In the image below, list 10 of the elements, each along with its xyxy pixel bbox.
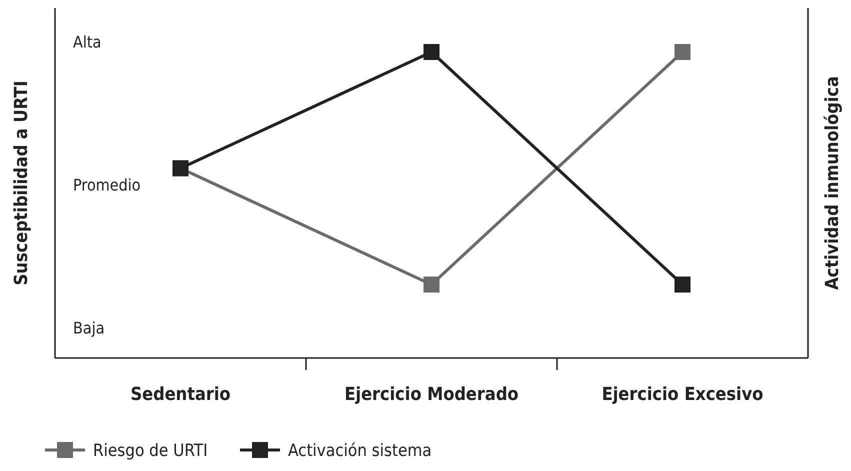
y2-axis-title: Actividad inmunológica <box>822 76 843 290</box>
y-axis-title: Susceptibilidad a URTI <box>11 80 32 286</box>
annotation: Promedio <box>73 176 141 195</box>
x-tick-label: Ejercicio Moderado <box>344 384 519 405</box>
legend-label: Riesgo de URTI <box>93 440 208 461</box>
annotation: Baja <box>73 318 105 338</box>
legend-label: Activación sistema <box>288 440 432 461</box>
x-tick-label: Ejercicio Excesivo <box>602 384 764 405</box>
text: Alta <box>73 32 102 52</box>
x-tick-label: Sedentario <box>130 384 231 405</box>
